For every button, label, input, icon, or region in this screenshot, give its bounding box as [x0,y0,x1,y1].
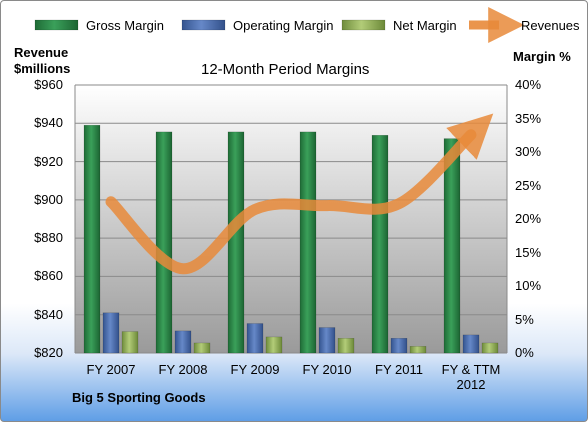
legend-swatch-operating-margin [181,19,226,31]
legend-swatch-gross-margin [34,19,79,31]
left-axis-tick-label: $920 [34,153,63,169]
gross-margin-bar [83,124,101,354]
right-axis-tick-label: 10% [515,278,542,293]
right-axis-tick-label: 15% [515,244,542,260]
gross-margin-bar [227,131,245,354]
x-axis-tick-label: FY 2010 [302,362,352,377]
x-axis-tick-label: FY & TTM 2012 [441,362,501,392]
x-axis-tick-label: FY 2011 [375,362,423,377]
left-axis-tick-label: $940 [34,115,63,131]
net-margin-bar [481,342,499,354]
right-axis-title: Margin % [513,49,571,64]
operating-margin-bar [390,338,408,354]
chart-title: 12-Month Period Margins [201,61,370,78]
gross-margin-bar [299,131,317,354]
legend-label: Revenues [521,18,580,33]
revenue-trend-arrow [105,113,494,275]
net-margin-bar [265,336,283,354]
left-axis-tick-label: $900 [34,191,63,207]
left-axis-tick-label: $880 [34,230,63,246]
x-axis-tick-label: FY 2009 [230,362,280,377]
right-axis-tick-label: 25% [515,177,542,193]
gross-margin-bar [155,131,173,354]
operating-margin-bar [102,312,120,354]
operating-margin-bar [318,327,336,354]
company-name: Big 5 Sporting Goods [72,390,206,405]
right-axis-tick-label: 5% [515,311,534,327]
right-axis-tick-label: 40% [515,77,542,92]
x-axis-tick-label: FY 2007 [86,362,136,377]
operating-margin-bar [246,323,264,354]
right-axis-tick-label: 0% [515,345,534,360]
left-axis-title-line2: $millions [14,61,71,76]
legend-label: Net Margin [393,18,457,33]
right-axis-tick-label: 35% [515,110,542,126]
right-axis-tick-label: 20% [515,211,542,226]
gross-margin-bar [371,135,389,354]
legend-label: Operating Margin [233,18,334,33]
left-axis-tick-label: $960 [34,77,63,92]
net-margin-bar [409,346,427,354]
right-axis-tick-label: 30% [515,144,542,159]
left-axis-tick-label: $860 [34,268,63,284]
legend-swatch-net-margin [341,19,386,31]
x-axis-tick-label: FY 2008 [158,362,208,377]
gross-margin-bar [443,138,461,354]
legend-label: Gross Margin [86,18,165,33]
gridlines [74,84,508,354]
left-axis-title-line1: Revenue [14,45,69,60]
left-axis-tick-label: $820 [34,345,63,360]
plot-area [75,85,507,353]
revenue-line [105,113,494,275]
net-margin-bar [337,338,355,354]
legend [34,7,525,43]
operating-margin-bar [462,334,480,354]
bar-series [83,124,499,354]
left-axis-tick-label: $840 [34,306,63,322]
net-margin-bar [193,342,211,354]
operating-margin-bar [174,330,192,354]
net-margin-bar [121,331,139,354]
